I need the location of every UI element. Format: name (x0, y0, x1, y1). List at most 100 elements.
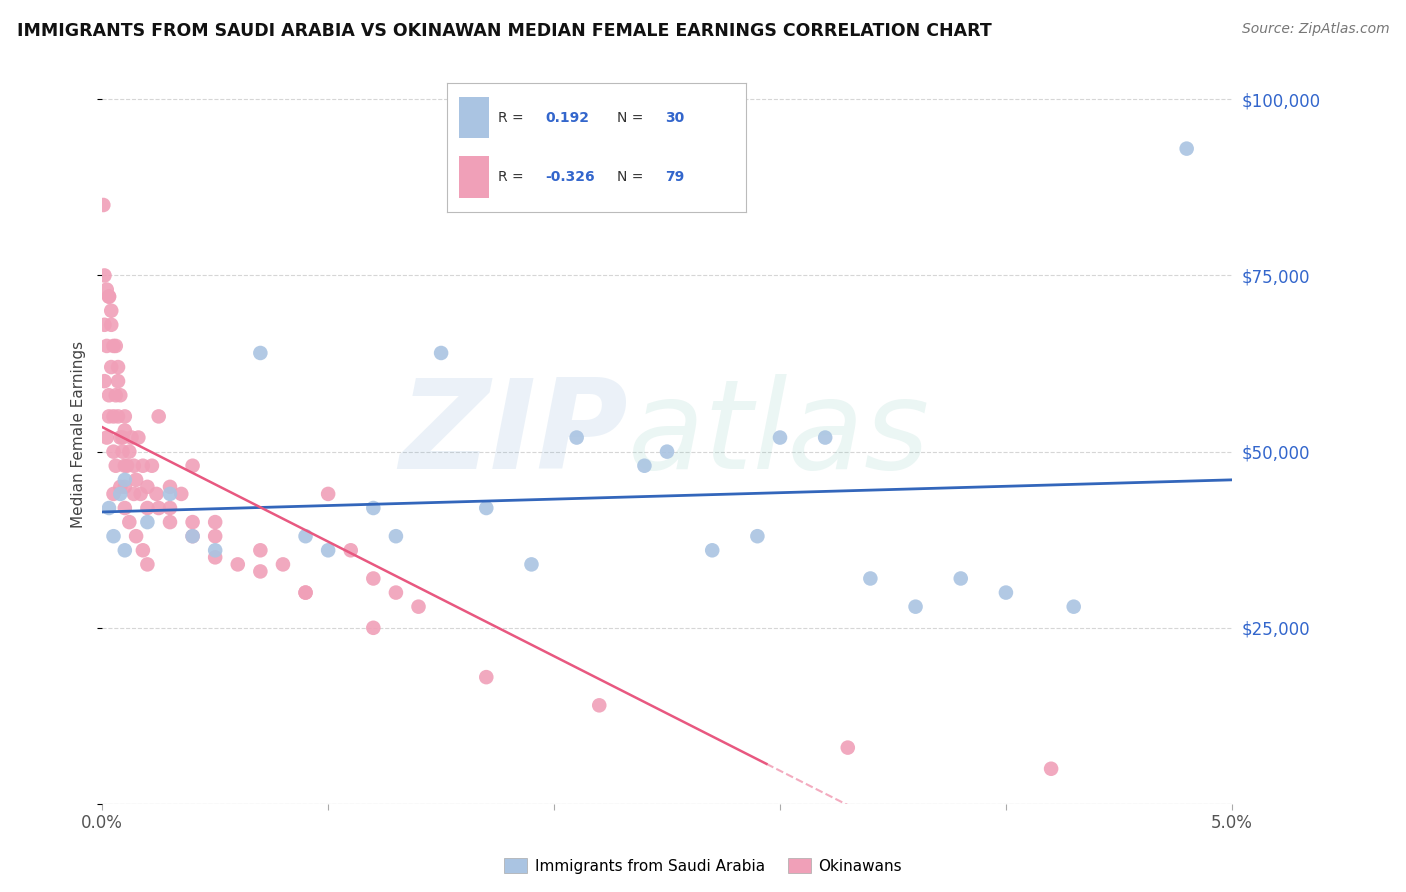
Point (98, 409, 121, 424)
Text: Source: ZipAtlas.com: Source: ZipAtlas.com (1241, 22, 1389, 37)
Point (1040, 762, 1063, 776)
Y-axis label: Median Female Earnings: Median Female Earnings (72, 341, 86, 527)
Point (565, 431, 588, 445)
Point (204, 529, 226, 543)
Point (100, 303, 122, 318)
Point (98, 290, 121, 304)
Point (118, 444, 141, 458)
Point (904, 599, 927, 614)
Point (159, 487, 181, 501)
Point (100, 318, 122, 332)
Point (159, 501, 181, 516)
Point (125, 473, 148, 487)
Point (249, 543, 271, 558)
Point (125, 529, 148, 543)
Point (747, 529, 769, 543)
Point (127, 431, 149, 445)
Point (136, 501, 159, 516)
Point (96, 283, 118, 297)
Point (114, 458, 136, 473)
Point (430, 346, 453, 360)
Point (96, 339, 118, 353)
Point (363, 501, 385, 516)
Point (121, 431, 143, 445)
Point (110, 431, 132, 445)
Point (110, 487, 132, 501)
Point (339, 543, 361, 558)
Point (96, 431, 118, 445)
Point (520, 558, 543, 572)
Point (949, 572, 972, 586)
Point (103, 409, 125, 424)
Point (633, 458, 655, 473)
Point (655, 444, 678, 458)
Point (122, 458, 145, 473)
Point (994, 585, 1017, 599)
Point (118, 515, 141, 529)
Point (294, 585, 316, 599)
Point (145, 487, 167, 501)
Point (859, 572, 882, 586)
Text: IMMIGRANTS FROM SAUDI ARABIA VS OKINAWAN MEDIAN FEMALE EARNINGS CORRELATION CHAR: IMMIGRANTS FROM SAUDI ARABIA VS OKINAWAN… (17, 22, 991, 40)
Point (136, 558, 159, 572)
Point (122, 487, 145, 501)
Point (294, 529, 316, 543)
Point (204, 543, 226, 558)
Point (702, 543, 724, 558)
Point (148, 501, 170, 516)
Point (98, 290, 121, 304)
Point (103, 444, 125, 458)
Point (114, 473, 136, 487)
Point (249, 565, 271, 579)
Point (110, 480, 132, 494)
Point (271, 558, 294, 572)
Point (249, 346, 271, 360)
Point (181, 515, 204, 529)
Point (294, 585, 316, 599)
Point (385, 529, 408, 543)
Point (181, 529, 204, 543)
Point (316, 487, 339, 501)
Point (475, 501, 498, 516)
Point (132, 543, 155, 558)
Point (107, 409, 129, 424)
Point (316, 543, 339, 558)
Point (115, 458, 138, 473)
Point (98, 388, 121, 402)
Point (475, 670, 498, 684)
Point (93, 318, 115, 332)
Point (93, 374, 115, 388)
Point (129, 487, 152, 501)
Point (814, 431, 837, 445)
Point (385, 585, 408, 599)
Point (104, 339, 127, 353)
Text: atlas: atlas (627, 374, 929, 494)
Point (1175, 142, 1198, 156)
Point (226, 558, 249, 572)
Point (181, 529, 204, 543)
Point (148, 409, 170, 424)
Point (181, 458, 204, 473)
Point (363, 621, 385, 635)
Point (98, 501, 121, 516)
Point (111, 444, 134, 458)
Point (136, 480, 159, 494)
Point (132, 458, 155, 473)
Point (107, 374, 129, 388)
Point (170, 487, 193, 501)
Point (100, 360, 122, 375)
Point (114, 409, 136, 424)
Point (588, 698, 610, 713)
Point (107, 360, 129, 375)
Point (93, 268, 115, 283)
Point (159, 515, 181, 529)
Point (93, 198, 115, 212)
Point (1063, 599, 1085, 614)
Point (111, 431, 134, 445)
Text: ZIP: ZIP (399, 374, 627, 494)
Point (104, 388, 127, 402)
Point (114, 480, 136, 494)
Point (136, 515, 159, 529)
Point (769, 431, 792, 445)
Point (110, 388, 132, 402)
